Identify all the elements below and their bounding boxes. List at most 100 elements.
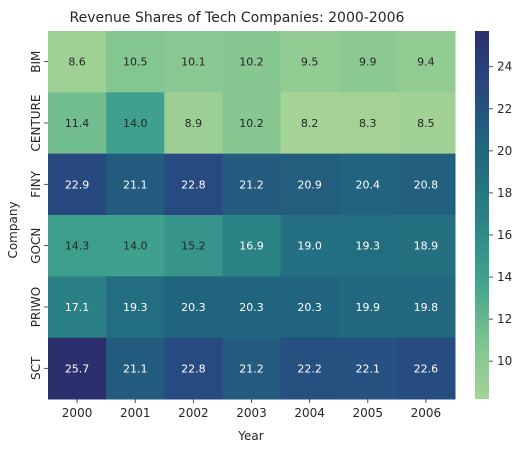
cell-value-label: 21.2 [239,362,264,375]
cell-value-label: 20.3 [297,301,322,314]
cell-value-label: 10.5 [123,56,148,69]
cell-value-label: 8.5 [417,117,435,130]
heatmap-cell [48,215,107,277]
y-tick-label: GOCN [29,228,43,264]
y-tick-label: SCT [29,356,43,380]
heatmap-cell [338,153,398,216]
heatmap-cell [48,153,107,216]
heatmap-cell [106,337,165,400]
cell-value-label: 17.1 [65,301,90,314]
cell-value-label: 20.8 [414,178,439,191]
heatmap-cell [164,153,223,216]
y-tick-label: CENTURE [29,95,43,152]
y-tick-label: BIM [29,51,43,73]
heatmap-cell [48,31,107,93]
heatmap-cell [280,337,340,400]
cell-value-label: 22.2 [297,362,322,375]
colorbar [475,31,489,399]
cell-value-label: 9.5 [301,56,319,69]
heatmap-cell [106,31,165,93]
heatmap-cell [222,153,282,216]
cell-value-label: 22.1 [356,362,381,375]
heatmap-cell [222,31,282,93]
heatmap-cell [280,153,340,216]
cell-value-label: 14.0 [123,240,148,253]
heatmap-cell [338,276,398,339]
cell-value-label: 15.2 [181,240,206,253]
heatmap-cell [48,276,107,339]
cell-value-label: 22.6 [414,362,439,375]
heatmap-cell [222,337,282,400]
cell-value-label: 22.8 [181,178,206,191]
colorbar-tick-label: 20 [497,144,512,158]
colorbar-tick-label: 24 [497,60,512,74]
heatmap-cell [222,92,282,155]
cell-value-label: 25.7 [65,362,90,375]
heatmap-cell [280,31,340,93]
cell-value-label: 21.1 [123,362,148,375]
heatmap-cell [164,92,223,155]
cell-value-label: 10.2 [239,56,264,69]
colorbar-tick-label: 16 [497,228,512,242]
cell-value-label: 10.1 [181,56,206,69]
x-tick-label: 2003 [236,406,267,420]
heatmap-cell [164,276,223,339]
x-tick-label: 2006 [411,406,442,420]
heatmap-cell [396,215,456,277]
x-tick-label: 2001 [120,406,151,420]
colorbar-tick-label: 18 [497,186,512,200]
heatmap-cell [338,337,398,400]
cell-value-label: 9.9 [359,56,377,69]
heatmap-cell [338,215,398,277]
colorbar-tick-label: 12 [497,312,512,326]
heatmap-cell [106,215,165,277]
x-axis: 2000 2001 2002 2003 2004 2005 2006 [62,399,441,420]
heatmap-cell [164,31,223,93]
colorbar-tick-label: 22 [497,102,512,116]
cell-value-label: 18.9 [414,240,439,253]
cell-value-label: 20.3 [239,301,264,314]
heatmap-cell [222,215,282,277]
heatmap-cell [396,276,456,339]
y-axis-label: Company [6,201,20,258]
x-tick-label: 2005 [353,406,384,420]
colorbar-tick-label: 14 [497,270,512,284]
cell-value-label: 8.3 [359,117,377,130]
cell-value-label: 11.4 [65,117,90,130]
cell-value-label: 22.9 [65,178,90,191]
heatmap-cell [338,92,398,155]
cell-value-label: 19.8 [414,301,439,314]
chart-title: Revenue Shares of Tech Companies: 2000-2… [70,10,405,26]
cell-value-label: 22.8 [181,362,206,375]
cell-value-label: 20.9 [297,178,322,191]
colorbar-tick-label: 10 [497,354,512,368]
heatmap-cell [280,276,340,339]
cell-value-label: 8.9 [185,117,203,130]
x-tick-label: 2002 [178,406,209,420]
cell-value-label: 14.3 [65,240,90,253]
cell-value-label: 20.4 [356,178,381,191]
heatmap-cell [48,337,107,400]
heatmap-cell [48,92,107,155]
heatmap-cell [164,215,223,277]
heatmap-cell [106,153,165,216]
colorbar-ticks: 10 12 14 16 18 20 22 24 [489,60,512,368]
heatmap-cell [396,337,456,400]
cell-value-label: 10.2 [239,117,264,130]
heatmap-cell [396,31,456,93]
heatmap-cell [280,215,340,277]
cell-value-label: 9.4 [417,56,435,69]
heatmap-cell [222,276,282,339]
y-tick-label: FINY [29,170,43,197]
y-tick-label: PRIWO [29,287,43,327]
cell-value-label: 8.2 [301,117,319,130]
heatmap-cell [164,337,223,400]
heatmap-cell [396,153,456,216]
cell-value-label: 19.9 [356,301,381,314]
cell-value-label: 8.6 [68,56,86,69]
cell-value-label: 19.0 [297,240,322,253]
x-axis-label: Year [237,429,263,443]
cell-value-label: 20.3 [181,301,206,314]
cell-value-label: 21.1 [123,178,148,191]
